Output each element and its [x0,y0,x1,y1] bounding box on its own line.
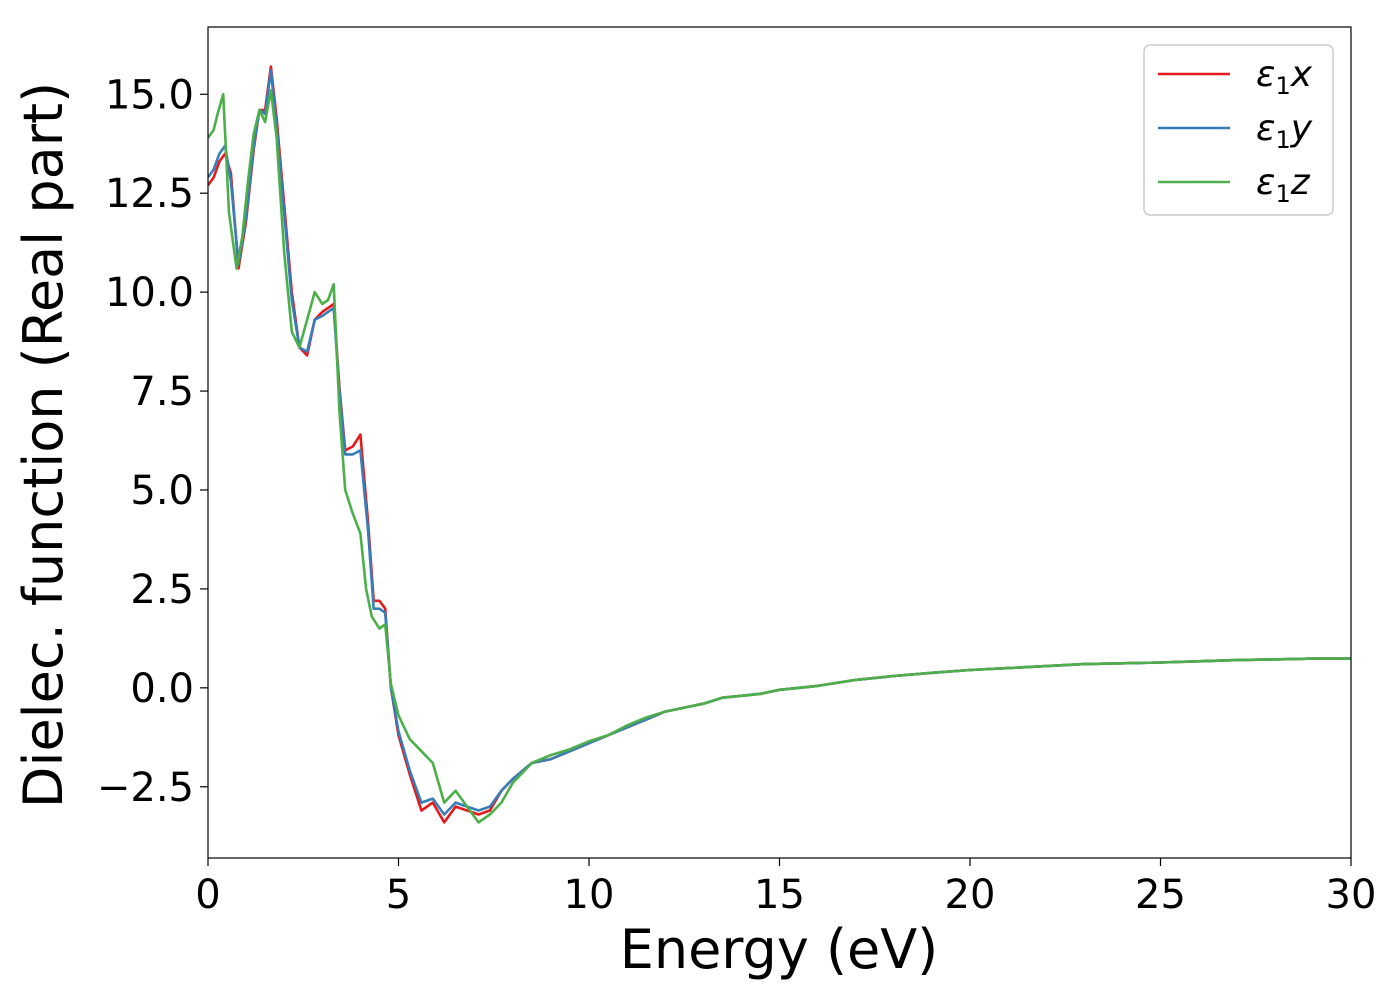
y-tick-label: 7.5 [130,369,194,415]
y-axis-title: Dielec. function (Real part) [12,82,75,808]
legend: ε1x ε1y ε1z [1143,44,1334,216]
x-tick-label: 30 [1326,872,1377,918]
x-tick-label: 20 [945,872,996,918]
x-tick-label: 15 [754,872,805,918]
series-line-z [208,89,1351,824]
y-tick-label: 2.5 [130,567,194,613]
y-tick-label: 15.0 [105,72,194,118]
x-axis-title: Energy (eV) [620,918,939,981]
legend-label-y: ε1y [1256,108,1313,154]
x-tick-label: 25 [1135,872,1186,918]
y-axis: −2.5 0.0 2.5 5.0 7.5 10.0 12.5 15.0 [97,72,208,811]
legend-label-z: ε1z [1256,162,1311,208]
x-tick-label: 0 [195,872,220,918]
series-layer [208,65,1351,824]
y-tick-label: 0.0 [130,666,194,712]
legend-box [1143,44,1334,216]
x-tick-label: 5 [386,872,411,918]
x-tick-label: 10 [564,872,615,918]
legend-label-x: ε1x [1256,54,1313,100]
y-tick-label: 5.0 [130,468,194,514]
y-tick-label: 12.5 [105,171,194,217]
x-axis: 0 5 10 15 20 25 30 [195,858,1376,918]
y-tick-label: 10.0 [105,270,194,316]
y-tick-label: −2.5 [97,765,194,811]
